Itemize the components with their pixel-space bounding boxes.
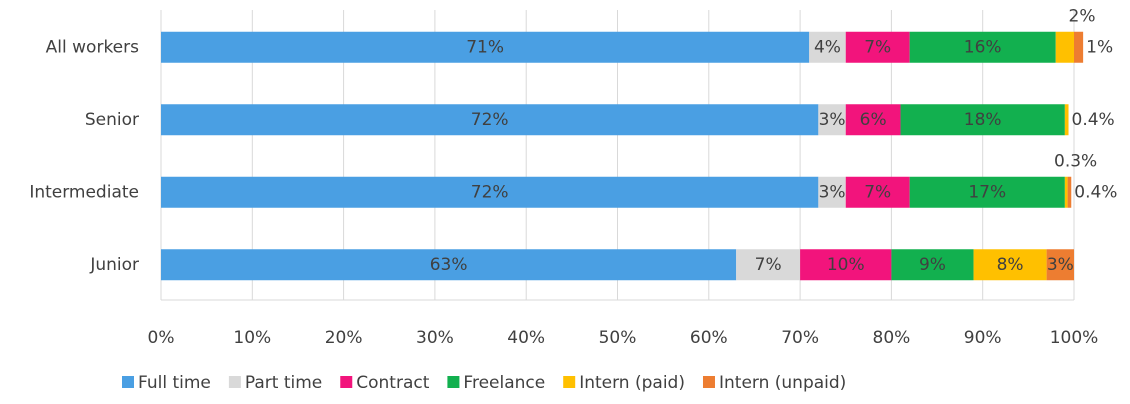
bar-segment (909, 176, 1065, 208)
legend-label: Freelance (463, 373, 545, 393)
legend-swatch (122, 376, 134, 388)
x-tick-label: 70% (781, 328, 819, 348)
data-label: 4% (814, 37, 841, 57)
data-label: 0.4% (1074, 182, 1117, 202)
data-label: 7% (864, 37, 891, 57)
x-tick-label: 20% (325, 328, 363, 348)
x-tick-label: 10% (233, 328, 271, 348)
data-label: 0.3% (1054, 151, 1097, 171)
bar-segment (161, 176, 819, 208)
bar-segment (809, 31, 846, 63)
bar-segment (1046, 249, 1074, 281)
x-tick-label: 60% (690, 328, 728, 348)
x-tick-label: 50% (599, 328, 637, 348)
data-label: 7% (755, 255, 782, 275)
bar-segment (161, 31, 810, 63)
bar-segment (1064, 176, 1068, 208)
bar-segment (161, 104, 819, 136)
data-label: 9% (919, 255, 946, 275)
bar-segment (1074, 31, 1084, 63)
bar-segment (891, 249, 974, 281)
data-label: 17% (968, 182, 1006, 202)
bar-segment (845, 176, 910, 208)
bar-segment (900, 104, 1065, 136)
x-tick-label: 30% (416, 328, 454, 348)
x-tick-label: 80% (873, 328, 911, 348)
data-label: 71% (466, 37, 504, 57)
data-label: 18% (964, 110, 1002, 130)
x-tick-label: 40% (507, 328, 545, 348)
bar-segment (818, 176, 846, 208)
legend-swatch (563, 376, 576, 388)
bar-segment (909, 31, 1056, 63)
legend-label: Full time (138, 373, 211, 393)
bar-segment (973, 249, 1047, 281)
legend-swatch (702, 376, 715, 388)
bar-segment (800, 249, 892, 281)
data-label: 63% (430, 255, 468, 275)
data-label: 7% (864, 182, 891, 202)
bar-segment (1067, 176, 1072, 208)
data-label: 16% (964, 37, 1002, 57)
data-label: 72% (471, 110, 509, 130)
legend-label: Contract (356, 373, 429, 393)
data-label: 72% (471, 182, 509, 202)
data-label: 6% (860, 110, 887, 130)
x-tick-label: 0% (148, 328, 175, 348)
bar-segment (845, 31, 910, 63)
y-tick-label: Senior (85, 110, 139, 130)
x-tick-label: 90% (964, 328, 1002, 348)
data-label: 10% (827, 255, 865, 275)
data-label: 3% (819, 182, 846, 202)
bar-segment (845, 104, 901, 136)
y-tick-label: Intermediate (29, 182, 139, 202)
y-tick-label: All workers (46, 37, 139, 57)
data-label: 2% (1069, 6, 1096, 26)
legend-label: Intern (unpaid) (719, 373, 846, 393)
x-tick-label: 100% (1050, 328, 1099, 348)
bar-segment (736, 249, 801, 281)
legend-swatch (340, 376, 353, 388)
legend-swatch (228, 376, 241, 388)
legend-label: Intern (paid) (579, 373, 685, 393)
data-label: 3% (819, 110, 846, 130)
legend-label: Part time (245, 373, 322, 393)
bar-segment (1064, 104, 1069, 136)
y-tick-label: Junior (89, 255, 139, 275)
bar-segment (1055, 31, 1074, 63)
bar-segment (161, 249, 737, 281)
data-label: 0.4% (1072, 110, 1115, 130)
data-label: 8% (997, 255, 1024, 275)
legend-swatch (447, 376, 460, 388)
bar-segment (818, 104, 846, 136)
data-label: 1% (1086, 37, 1113, 57)
data-label: 3% (1047, 255, 1074, 275)
